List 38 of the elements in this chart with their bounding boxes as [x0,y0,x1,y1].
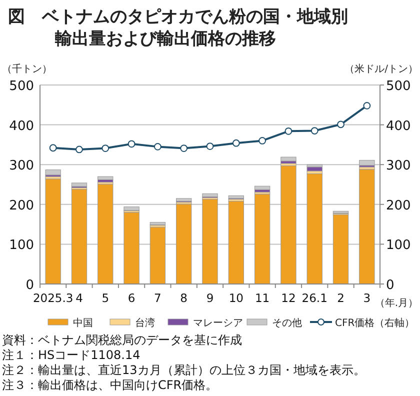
x-axis-title: （年.月） [374,297,418,309]
x-tick-label: 3 [363,291,371,305]
legend-label: CFR価格（右軸） [335,317,415,329]
chart-title: 図 ベトナムのタピオカでん粉の国・地域別輸出量および輸出価格の推移 [8,7,348,49]
y-axis-title: （千トン） [2,63,52,75]
x-tick-label: 10 [228,291,244,305]
x-tick-label: 6 [128,291,136,305]
x-tick-label: 7 [154,291,162,305]
x-tick-label: 5 [102,291,110,305]
text: 注１：HSコード1108.14 [2,348,140,362]
y-tick-label: 200 [9,198,34,214]
x-tick-label: 2 [337,291,344,305]
x-tick-label: 26.1 [302,291,328,305]
text: 資料：ベトナム関税総局のデータを基に作成 [2,333,242,347]
text: 注３：輸出価格は、中国向けCFR価格。 [2,378,218,392]
legend-label: 中国 [73,317,93,329]
y2-tick-label: 500 [386,79,411,94]
x-tick-label: 4 [76,291,83,305]
x-tick-label: 8 [180,291,188,305]
x-tick-label: 9 [206,291,214,305]
y2-tick-label: 100 [386,238,411,254]
y-tick-label: 300 [9,158,34,174]
y-tick-label: 500 [9,79,34,94]
y-tick-label: 400 [9,118,34,134]
y2-tick-label: 0 [386,278,394,293]
x-tick-label: 11 [254,291,270,305]
y2-tick-label: 200 [386,198,411,214]
x-tick-label: 2025.3 [32,291,74,305]
y-tick-label: 0 [26,278,34,293]
legend-label: その他 [272,317,302,329]
legend-label: マレーシア [193,318,243,329]
text: 注２：輸出量は、直近13カ月（累計）の上位３カ国・地域を表示。 [2,363,366,377]
y2-tick-label: 300 [386,158,411,174]
x-tick-label: 12 [281,291,296,305]
y2-axis-title: （米ドル/トン） [344,63,418,75]
legend-label: 台湾 [135,317,155,329]
y-tick-label: 100 [9,238,34,254]
y2-tick-label: 400 [386,118,411,134]
